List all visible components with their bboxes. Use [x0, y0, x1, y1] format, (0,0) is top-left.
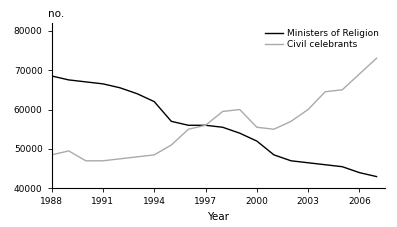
Ministers of Religion — [237, 132, 242, 135]
Ministers of Religion — [357, 171, 362, 174]
Ministers of Religion — [152, 100, 156, 103]
Line: Civil celebrants: Civil celebrants — [52, 58, 376, 161]
Legend: Ministers of Religion, Civil celebrants: Ministers of Religion, Civil celebrants — [264, 27, 381, 51]
Ministers of Religion — [323, 163, 328, 166]
Civil celebrants — [254, 126, 259, 129]
Ministers of Religion — [135, 92, 139, 95]
Civil celebrants — [83, 159, 88, 162]
Ministers of Religion — [254, 140, 259, 142]
Civil celebrants — [66, 150, 71, 152]
Ministers of Religion — [374, 175, 379, 178]
Civil celebrants — [203, 124, 208, 127]
Ministers of Religion — [169, 120, 174, 123]
Ministers of Religion — [340, 165, 345, 168]
Line: Ministers of Religion: Ministers of Religion — [52, 76, 376, 177]
Ministers of Religion — [203, 124, 208, 127]
Civil celebrants — [100, 159, 105, 162]
Ministers of Religion — [100, 82, 105, 85]
Ministers of Religion — [272, 153, 276, 156]
Civil celebrants — [289, 120, 293, 123]
Civil celebrants — [306, 108, 310, 111]
Civil celebrants — [220, 110, 225, 113]
Ministers of Religion — [83, 81, 88, 83]
Civil celebrants — [152, 153, 156, 156]
Civil celebrants — [272, 128, 276, 131]
Ministers of Religion — [66, 79, 71, 81]
Civil celebrants — [118, 158, 122, 160]
Ministers of Religion — [49, 75, 54, 77]
Civil celebrants — [135, 155, 139, 158]
Ministers of Religion — [118, 86, 122, 89]
Civil celebrants — [374, 57, 379, 59]
Ministers of Religion — [220, 126, 225, 129]
Civil celebrants — [340, 88, 345, 91]
Civil celebrants — [357, 73, 362, 75]
Civil celebrants — [169, 144, 174, 146]
Civil celebrants — [237, 108, 242, 111]
Ministers of Religion — [306, 161, 310, 164]
Ministers of Religion — [186, 124, 191, 127]
X-axis label: Year: Year — [207, 212, 229, 222]
Ministers of Religion — [289, 159, 293, 162]
Text: no.: no. — [48, 9, 65, 19]
Civil celebrants — [323, 90, 328, 93]
Civil celebrants — [186, 128, 191, 131]
Civil celebrants — [49, 153, 54, 156]
